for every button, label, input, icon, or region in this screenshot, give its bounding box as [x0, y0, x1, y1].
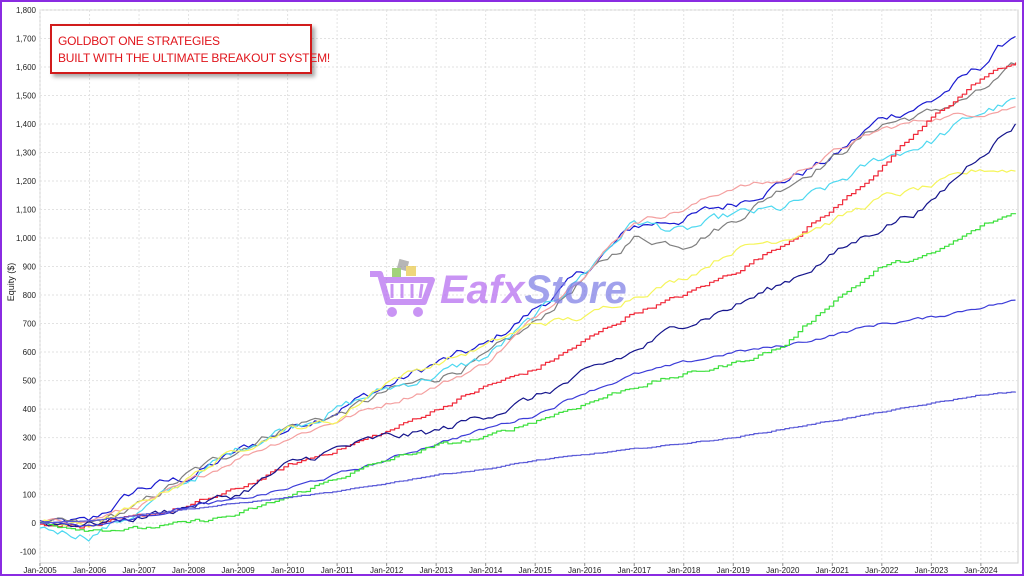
shopping-cart-icon [370, 258, 435, 317]
banner-line-1: GOLDBOT ONE STRATEGIES [58, 34, 220, 48]
x-tick-label: Jan-2010 [271, 566, 305, 574]
x-tick-label: Jan-2008 [172, 566, 206, 574]
y-tick-label: 100 [23, 491, 37, 500]
x-tick-label: Jan-2013 [419, 566, 453, 574]
watermark-logo: EafxStore [368, 254, 668, 324]
watermark-text-eafx: Eafx [440, 268, 525, 312]
x-tick-label: Jan-2006 [73, 566, 107, 574]
y-tick-label: 1,000 [16, 234, 37, 243]
series-line-5 [40, 62, 1017, 529]
x-tick-label: Jan-2014 [469, 566, 503, 574]
watermark-text: EafxStore [440, 268, 627, 312]
x-axis-ticks: Jan-2005 Jan-2006 Jan-2007 Jan-2008 Jan-2009… [23, 566, 998, 574]
y-tick-label: 1,200 [16, 177, 37, 186]
series-group [39, 35, 1017, 542]
y-tick-label: 0 [32, 519, 37, 528]
y-tick-label: 1,800 [16, 6, 37, 15]
y-tick-label: 1,300 [16, 149, 37, 158]
y-tick-label: 1,400 [16, 120, 37, 129]
x-tick-label: Jan-2009 [221, 566, 255, 574]
series-line-8 [39, 299, 1016, 527]
x-tick-label: Jan-2021 [816, 566, 850, 574]
x-tick-label: Jan-2024 [964, 566, 998, 574]
series-line-10 [40, 391, 1017, 524]
series-line-4 [39, 106, 1016, 526]
x-tick-label: Jan-2020 [766, 566, 800, 574]
x-tick-label: Jan-2022 [865, 566, 899, 574]
y-tick-label: 400 [23, 405, 37, 414]
x-tick-label: Jan-2018 [667, 566, 701, 574]
y-tick-label: 600 [23, 348, 37, 357]
series-line-9 [40, 213, 1017, 532]
x-tick-label: Jan-2023 [915, 566, 949, 574]
y-tick-label: 1,100 [16, 206, 37, 215]
y-tick-label: -100 [20, 548, 37, 557]
y-tick-label: 900 [23, 263, 37, 272]
watermark-text-store: Store [524, 268, 627, 312]
x-tick-label: Jan-2005 [23, 566, 57, 574]
x-tick-label: Jan-2007 [122, 566, 156, 574]
series-line-6 [39, 169, 1016, 528]
series-line-2 [39, 62, 1016, 524]
x-tick-label: Jan-2019 [717, 566, 751, 574]
strategy-banner: GOLDBOT ONE STRATEGIES BUILT WITH THE UL… [50, 24, 331, 74]
y-tick-label: 700 [23, 320, 37, 329]
series-line-1 [39, 35, 1016, 525]
y-tick-label: 1,500 [16, 92, 37, 101]
y-tick-label: 300 [23, 434, 37, 443]
y-tick-label: 500 [23, 377, 37, 386]
x-tick-label: Jan-2017 [618, 566, 652, 574]
y-axis-ticks: -100 0 100 200 300 400 500 600 700 800 900 1,000 1,1… [16, 6, 37, 557]
y-tick-label: 1,700 [16, 35, 37, 44]
y-tick-label: 1,600 [16, 63, 37, 72]
banner-line-2: BUILT WITH THE ULTIMATE BREAKOUT SYSTEM! [58, 51, 331, 65]
x-tick-label: Jan-2012 [370, 566, 404, 574]
y-tick-label: 800 [23, 291, 37, 300]
y-tick-label: 200 [23, 462, 37, 471]
x-tick-label: Jan-2015 [519, 566, 553, 574]
y-axis-label: Equity ($) [6, 263, 16, 302]
x-tick-label: Jan-2016 [568, 566, 602, 574]
x-tick-label: Jan-2011 [321, 566, 354, 574]
